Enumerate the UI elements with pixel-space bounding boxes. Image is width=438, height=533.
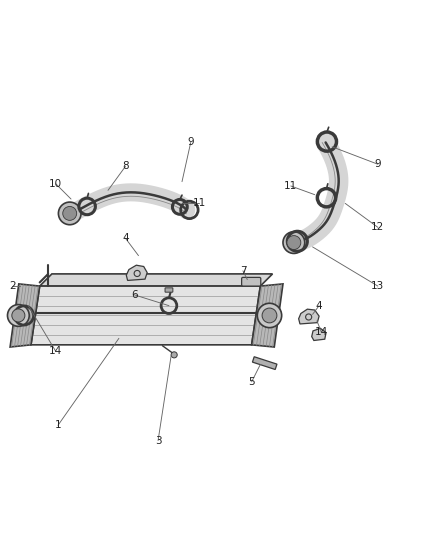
Text: 4: 4	[122, 233, 129, 243]
Text: 11: 11	[193, 198, 206, 208]
Text: 1: 1	[55, 421, 61, 430]
Text: 9: 9	[187, 138, 194, 148]
Circle shape	[262, 308, 277, 323]
Polygon shape	[252, 357, 277, 369]
Polygon shape	[31, 286, 260, 345]
Polygon shape	[126, 265, 147, 280]
Circle shape	[171, 352, 177, 358]
Text: 5: 5	[248, 377, 255, 387]
Text: 7: 7	[240, 266, 246, 276]
Text: 4: 4	[316, 301, 322, 311]
Text: 8: 8	[122, 161, 129, 172]
Text: 10: 10	[49, 179, 62, 189]
Circle shape	[7, 304, 29, 326]
Text: 14: 14	[314, 327, 328, 337]
Circle shape	[287, 236, 301, 249]
Text: 12: 12	[371, 222, 385, 232]
Polygon shape	[299, 309, 319, 324]
Text: 11: 11	[284, 181, 297, 191]
Circle shape	[63, 206, 77, 220]
Text: 9: 9	[374, 159, 381, 169]
Text: 6: 6	[131, 290, 138, 300]
Polygon shape	[252, 284, 283, 347]
Circle shape	[257, 303, 282, 328]
Text: 2: 2	[9, 281, 16, 291]
Polygon shape	[40, 274, 272, 286]
FancyBboxPatch shape	[165, 288, 173, 292]
Text: 14: 14	[49, 346, 63, 357]
Text: 13: 13	[371, 281, 385, 291]
Circle shape	[283, 232, 305, 254]
Circle shape	[58, 202, 81, 225]
Polygon shape	[10, 284, 40, 347]
FancyBboxPatch shape	[242, 277, 261, 286]
Text: 3: 3	[155, 435, 161, 446]
Circle shape	[12, 309, 25, 322]
Polygon shape	[312, 328, 326, 341]
